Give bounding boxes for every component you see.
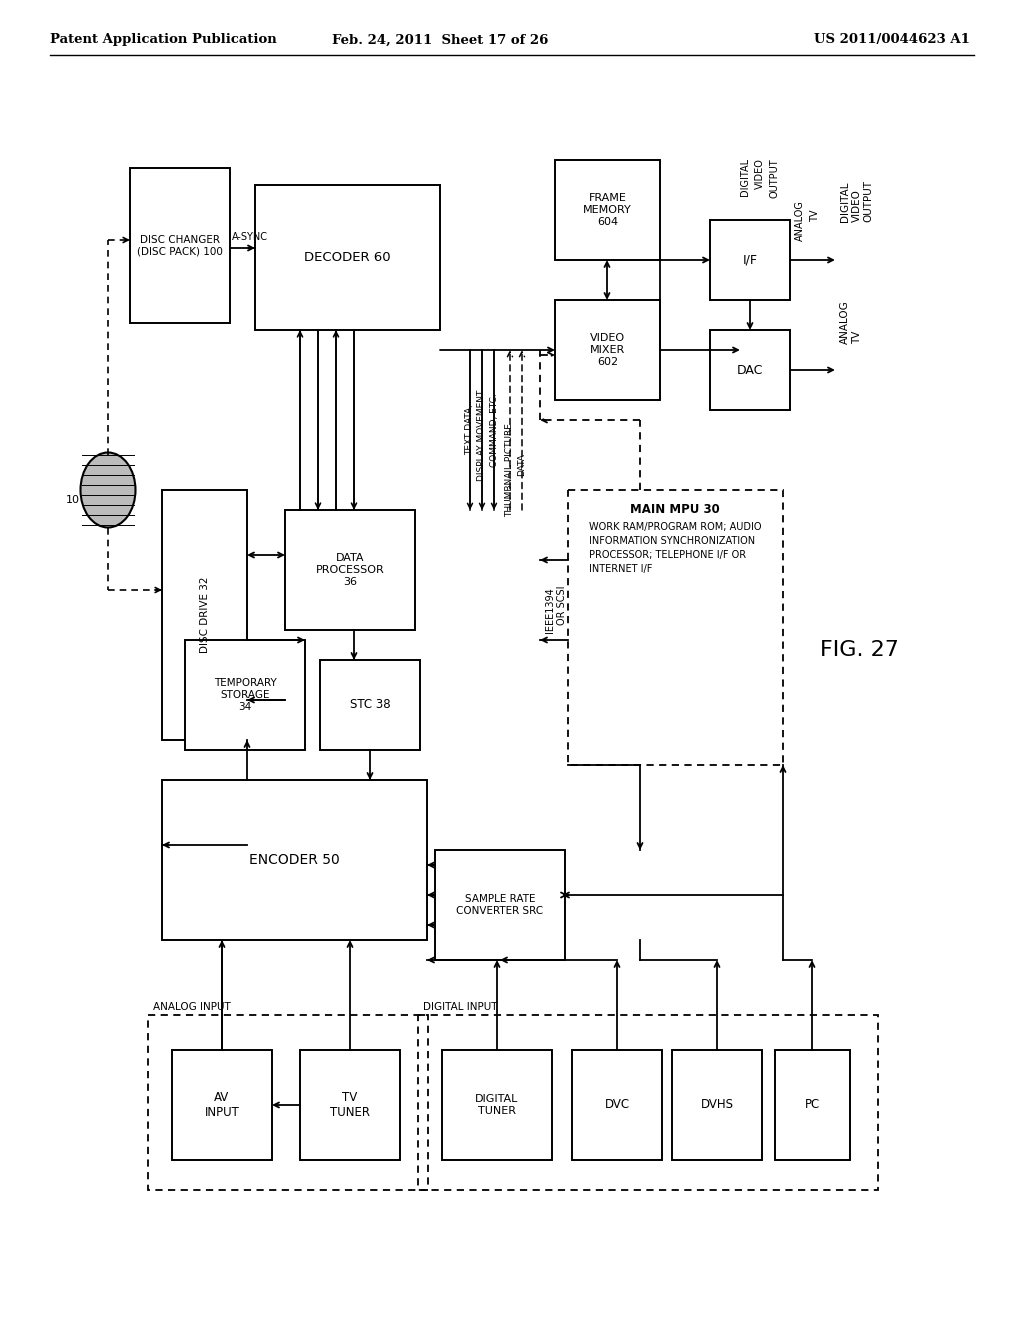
- Bar: [775, 1049, 850, 1160]
- Text: MAIN MPU 30: MAIN MPU 30: [630, 503, 720, 516]
- Bar: [255, 185, 440, 330]
- Text: VIDEO
MIXER
602: VIDEO MIXER 602: [590, 334, 625, 367]
- Bar: [672, 1049, 762, 1160]
- Text: A-SYNC: A-SYNC: [232, 232, 268, 242]
- Text: TEMPORARY
STORAGE
34: TEMPORARY STORAGE 34: [214, 678, 276, 711]
- Text: DISC CHANGER
(DISC PACK) 100: DISC CHANGER (DISC PACK) 100: [137, 235, 223, 256]
- Text: 10: 10: [66, 495, 80, 506]
- Bar: [572, 1049, 662, 1160]
- Bar: [442, 1049, 552, 1160]
- Text: DVC: DVC: [604, 1098, 630, 1111]
- Bar: [185, 640, 305, 750]
- Bar: [285, 510, 415, 630]
- Text: PC: PC: [805, 1098, 820, 1111]
- Bar: [162, 780, 427, 940]
- Text: ANALOG
TV: ANALOG TV: [840, 300, 861, 343]
- Text: I/F: I/F: [742, 253, 758, 267]
- Text: DATA
PROCESSOR
36: DATA PROCESSOR 36: [315, 553, 384, 586]
- Text: WORK RAM/PROGRAM ROM; AUDIO
INFORMATION SYNCHRONIZATION
PROCESSOR; TELEPHONE I/F: WORK RAM/PROGRAM ROM; AUDIO INFORMATION …: [589, 521, 761, 574]
- Text: Patent Application Publication: Patent Application Publication: [50, 33, 276, 46]
- Text: OR SCSI: OR SCSI: [557, 585, 567, 624]
- Text: SAMPLE RATE
CONVERTER SRC: SAMPLE RATE CONVERTER SRC: [457, 894, 544, 916]
- Bar: [148, 1015, 428, 1191]
- Text: ENCODER 50: ENCODER 50: [249, 853, 340, 867]
- Bar: [418, 1015, 878, 1191]
- Text: DISPLAY MOVEMENT: DISPLAY MOVEMENT: [477, 389, 486, 480]
- Text: OUTPUT: OUTPUT: [770, 158, 780, 198]
- Text: DIGITAL INPUT: DIGITAL INPUT: [423, 1002, 498, 1012]
- Ellipse shape: [81, 453, 135, 528]
- Text: ANALOG INPUT: ANALOG INPUT: [153, 1002, 230, 1012]
- Bar: [435, 850, 565, 960]
- Bar: [300, 1049, 400, 1160]
- Text: FRAME
MEMORY
604: FRAME MEMORY 604: [583, 194, 632, 227]
- Text: IEEE1394: IEEE1394: [545, 587, 555, 632]
- Text: DIGITAL
TUNER: DIGITAL TUNER: [475, 1094, 519, 1115]
- Text: THUMBNAIL PICTURE: THUMBNAIL PICTURE: [506, 424, 514, 517]
- Bar: [710, 330, 790, 411]
- Text: TV: TV: [810, 210, 820, 223]
- Text: DECODER 60: DECODER 60: [304, 251, 391, 264]
- Bar: [130, 168, 230, 323]
- Text: AV
INPUT: AV INPUT: [205, 1092, 240, 1119]
- Text: DAC: DAC: [737, 363, 763, 376]
- Text: US 2011/0044623 A1: US 2011/0044623 A1: [814, 33, 970, 46]
- Bar: [555, 300, 660, 400]
- Bar: [162, 490, 247, 741]
- Text: ANALOG: ANALOG: [795, 201, 805, 240]
- Bar: [172, 1049, 272, 1160]
- Bar: [319, 660, 420, 750]
- Text: DIGITAL
VIDEO
OUTPUT: DIGITAL VIDEO OUTPUT: [840, 180, 873, 222]
- Text: DIGITAL: DIGITAL: [740, 158, 750, 197]
- Text: Feb. 24, 2011  Sheet 17 of 26: Feb. 24, 2011 Sheet 17 of 26: [332, 33, 548, 46]
- Bar: [710, 220, 790, 300]
- Text: DISC DRIVE 32: DISC DRIVE 32: [200, 577, 210, 653]
- Text: DVHS: DVHS: [700, 1098, 733, 1111]
- Text: VIDEO: VIDEO: [755, 158, 765, 189]
- Text: STC 38: STC 38: [349, 698, 390, 711]
- Bar: [568, 490, 783, 766]
- Text: COMMAND, ETC.: COMMAND, ETC.: [489, 393, 499, 467]
- Text: FIG. 27: FIG. 27: [820, 640, 899, 660]
- Text: DATA: DATA: [517, 454, 526, 477]
- Text: TEXT DATA,: TEXT DATA,: [466, 404, 474, 455]
- Bar: [555, 160, 660, 260]
- Text: TV
TUNER: TV TUNER: [330, 1092, 370, 1119]
